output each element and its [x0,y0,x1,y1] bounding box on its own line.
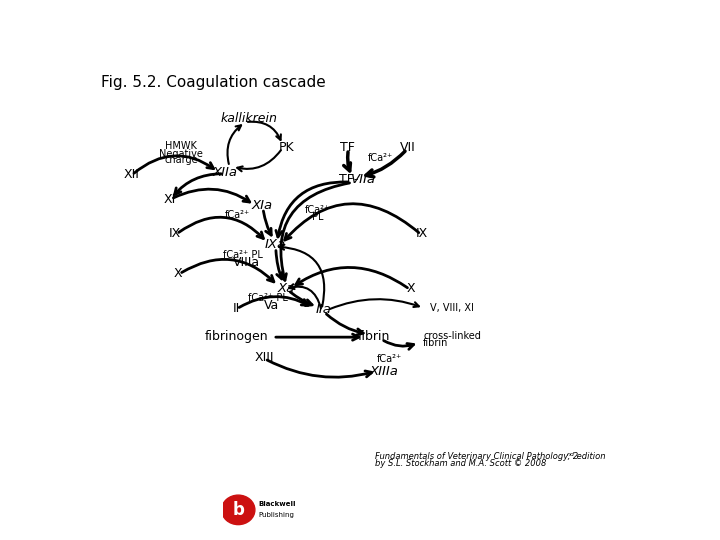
Text: XIa: XIa [251,199,272,212]
Text: II: II [233,301,240,314]
Text: XIIIa: XIIIa [369,364,398,378]
Text: fibrinogen: fibrinogen [205,330,269,343]
Text: TF: TF [340,140,355,153]
Text: Fig. 5.2. Coagulation cascade: Fig. 5.2. Coagulation cascade [101,75,326,90]
Text: XI: XI [163,193,176,206]
Text: Fundamentals of Veterinary Clinical Pathology, 2: Fundamentals of Veterinary Clinical Path… [374,453,578,461]
Text: edition: edition [575,453,606,461]
Text: Va: Va [264,300,279,313]
Text: VII: VII [400,140,416,153]
Text: fibrin: fibrin [423,339,449,348]
Text: XIIa: XIIa [212,166,238,179]
Text: TF-: TF- [338,173,358,186]
Text: IIa: IIa [315,303,331,316]
Text: VIIa: VIIa [351,173,376,186]
Text: nd: nd [567,452,575,457]
Text: fCa²⁺: fCa²⁺ [225,210,251,220]
Text: fibrin: fibrin [357,330,390,343]
Text: PK: PK [279,141,294,154]
Text: fCa²⁺ PL: fCa²⁺ PL [223,250,263,260]
Text: fCa²⁺: fCa²⁺ [367,153,393,164]
Text: HMWK: HMWK [165,141,197,151]
Text: PL: PL [312,212,323,222]
Circle shape [222,495,255,525]
Text: X: X [407,282,415,295]
Text: Blackwell: Blackwell [259,501,297,507]
Text: X: X [174,267,182,280]
Text: XIII: XIII [255,352,274,365]
Text: IX: IX [169,227,181,240]
Text: IX: IX [416,227,428,240]
Text: fCa²⁺ PL: fCa²⁺ PL [248,293,287,303]
Text: IXa: IXa [265,238,286,251]
Text: Xa: Xa [278,281,295,295]
Text: by S.L. Stockham and M.A. Scott © 2008: by S.L. Stockham and M.A. Scott © 2008 [374,460,546,469]
Text: Publishing: Publishing [259,512,294,518]
Text: VIIIa: VIIIa [233,256,260,269]
Text: V, VIII, XI: V, VIII, XI [431,303,474,313]
Text: b: b [233,501,244,519]
Text: XII: XII [124,168,140,181]
Text: charge: charge [164,156,198,165]
Text: cross-linked: cross-linked [423,331,481,341]
Text: fCa²⁺: fCa²⁺ [305,205,330,215]
Text: Negative: Negative [159,149,203,159]
Text: fCa²⁺: fCa²⁺ [377,354,402,364]
Text: kallikrein: kallikrein [220,112,277,125]
